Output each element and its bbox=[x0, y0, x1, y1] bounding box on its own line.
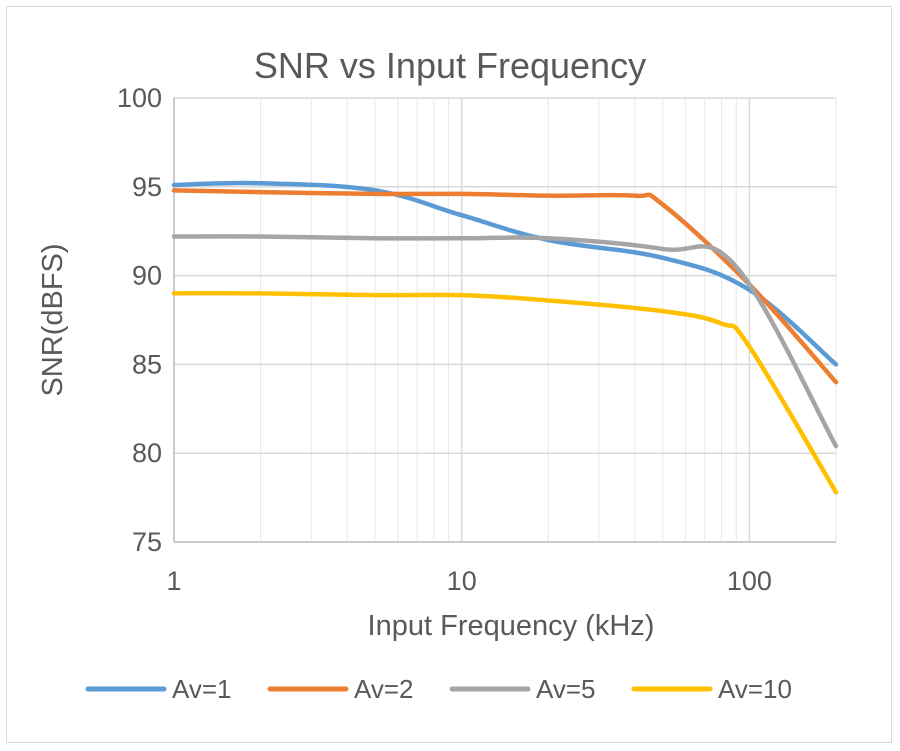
y-tick-label: 75 bbox=[132, 527, 162, 557]
x-tick-label: 1 bbox=[166, 566, 181, 596]
y-tick-label: 95 bbox=[132, 172, 162, 202]
legend-label: Av=2 bbox=[354, 674, 414, 704]
grid bbox=[173, 97, 837, 543]
series-line-av10 bbox=[171, 290, 839, 495]
series-line-av5 bbox=[171, 234, 839, 449]
legend-label: Av=5 bbox=[536, 674, 596, 704]
legend-label: Av=1 bbox=[172, 674, 232, 704]
x-tick-label: 100 bbox=[727, 566, 772, 596]
axis-ticks: 75 80 85 90 95 100 1 10 100 bbox=[117, 83, 772, 596]
legend: Av=1 Av=2 Av=5 Av=10 bbox=[85, 674, 792, 704]
series-line-av1 bbox=[171, 180, 839, 367]
legend-label: Av=10 bbox=[718, 674, 792, 704]
y-tick-label: 100 bbox=[117, 83, 162, 113]
y-axis-label: SNR(dBFS) bbox=[37, 243, 69, 396]
series-line-av2 bbox=[171, 188, 839, 385]
series-lines bbox=[171, 180, 839, 495]
x-axis-label: Input Frequency (kHz) bbox=[368, 610, 655, 642]
y-tick-label: 85 bbox=[132, 349, 162, 379]
x-tick-label: 10 bbox=[447, 566, 477, 596]
chart-title: SNR vs Input Frequency bbox=[254, 45, 646, 86]
y-tick-label: 90 bbox=[132, 261, 162, 291]
y-tick-label: 80 bbox=[132, 438, 162, 468]
